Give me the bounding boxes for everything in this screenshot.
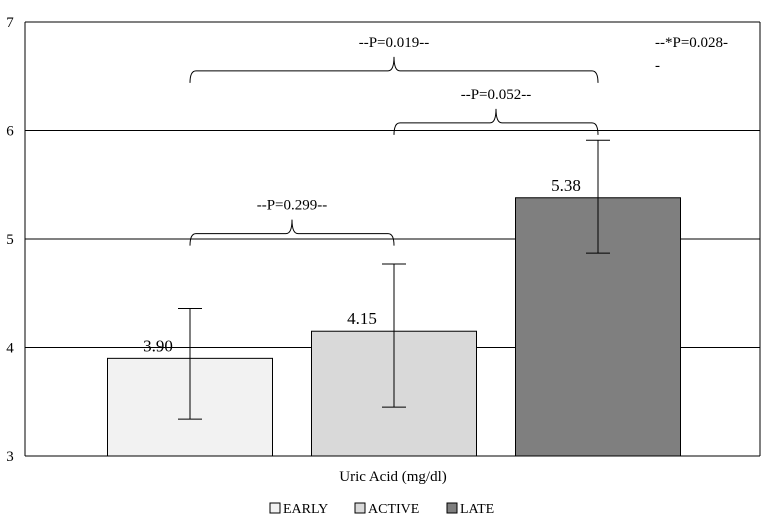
value-label-early: 3.90 [143, 336, 173, 355]
grid-lines [24, 21, 761, 457]
p-value-label-2: --P=0.019-- [359, 35, 430, 51]
y-tick-label: 5 [6, 232, 14, 248]
p-value-label-0: --P=0.299-- [257, 198, 328, 214]
y-tick-label: 7 [6, 15, 14, 31]
y-tick-label: 4 [6, 341, 14, 357]
value-label-active: 4.15 [347, 309, 377, 328]
corner-note-line-2: - [655, 58, 660, 74]
legend-swatch-early [269, 502, 281, 514]
legend-label-early: EARLY [283, 502, 328, 517]
value-labels: 3.90 4.15 5.38 [143, 176, 581, 356]
legend-label-late: LATE [460, 502, 494, 517]
value-label-late: 5.38 [551, 176, 581, 195]
legend-swatch-active [354, 502, 366, 514]
y-tick-label: 6 [6, 124, 14, 140]
legend: EARLY ACTIVE LATE [269, 502, 494, 517]
legend-swatch-late [446, 502, 458, 514]
x-axis-label: Uric Acid (mg/dl) [339, 469, 446, 485]
y-axis-ticks: 3 4 5 6 7 [6, 15, 14, 465]
y-tick-label: 3 [6, 449, 14, 465]
bracket-0 [189, 219, 395, 246]
bracket-2 [189, 56, 599, 83]
bracket-1 [393, 108, 599, 135]
corner-note-line-1: --*P=0.028- [655, 35, 728, 51]
legend-label-active: ACTIVE [368, 502, 419, 517]
significance-brackets: --P=0.299-- --P=0.052-- --P=0.019-- [189, 35, 599, 246]
error-bars [178, 139, 610, 420]
p-value-label-1: --P=0.052-- [461, 87, 532, 103]
